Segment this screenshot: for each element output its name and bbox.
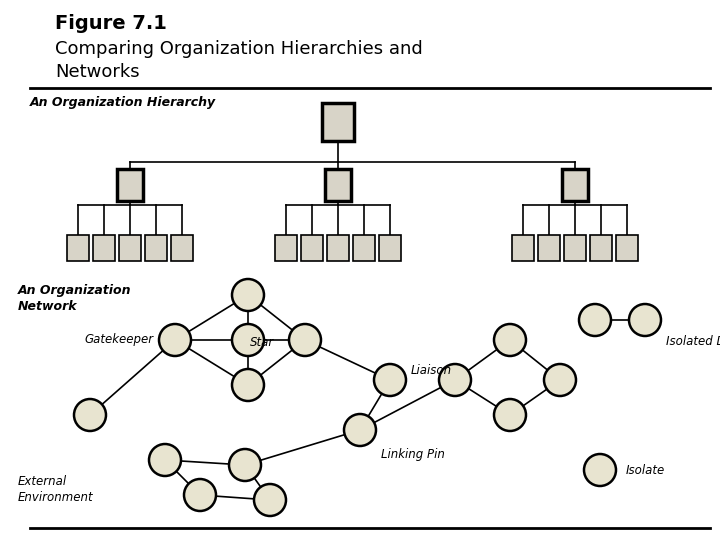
FancyBboxPatch shape [564, 235, 586, 261]
Ellipse shape [254, 484, 286, 516]
Text: Gatekeeper: Gatekeeper [85, 334, 154, 347]
FancyBboxPatch shape [93, 235, 115, 261]
Ellipse shape [629, 304, 661, 336]
Ellipse shape [232, 369, 264, 401]
Ellipse shape [149, 444, 181, 476]
FancyBboxPatch shape [275, 235, 297, 261]
Ellipse shape [584, 454, 616, 486]
Text: An Organization Hierarchy: An Organization Hierarchy [30, 96, 216, 109]
Text: Linking Pin: Linking Pin [381, 448, 445, 461]
Ellipse shape [494, 399, 526, 431]
FancyBboxPatch shape [119, 235, 141, 261]
Ellipse shape [232, 279, 264, 311]
Ellipse shape [159, 324, 191, 356]
Ellipse shape [579, 304, 611, 336]
Ellipse shape [232, 324, 264, 356]
FancyBboxPatch shape [353, 235, 375, 261]
Ellipse shape [494, 324, 526, 356]
FancyBboxPatch shape [67, 235, 89, 261]
Text: External
Environment: External Environment [18, 475, 94, 504]
Ellipse shape [439, 364, 471, 396]
FancyBboxPatch shape [171, 235, 193, 261]
FancyBboxPatch shape [145, 235, 167, 261]
Text: Star: Star [250, 336, 274, 349]
Ellipse shape [289, 324, 321, 356]
FancyBboxPatch shape [117, 169, 143, 201]
Text: Figure 7.1: Figure 7.1 [55, 14, 167, 33]
Text: Liaison: Liaison [411, 363, 452, 376]
FancyBboxPatch shape [327, 235, 349, 261]
FancyBboxPatch shape [322, 103, 354, 141]
Text: An Organization
Network: An Organization Network [18, 284, 132, 313]
FancyBboxPatch shape [379, 235, 401, 261]
Ellipse shape [344, 414, 376, 446]
FancyBboxPatch shape [301, 235, 323, 261]
Ellipse shape [229, 449, 261, 481]
FancyBboxPatch shape [538, 235, 560, 261]
Text: Isolated Dyad: Isolated Dyad [666, 335, 720, 348]
Ellipse shape [374, 364, 406, 396]
Text: Comparing Organization Hierarchies and
Networks: Comparing Organization Hierarchies and N… [55, 40, 423, 81]
Ellipse shape [544, 364, 576, 396]
FancyBboxPatch shape [512, 235, 534, 261]
FancyBboxPatch shape [590, 235, 612, 261]
Ellipse shape [184, 479, 216, 511]
Ellipse shape [74, 399, 106, 431]
FancyBboxPatch shape [616, 235, 638, 261]
FancyBboxPatch shape [562, 169, 588, 201]
FancyBboxPatch shape [325, 169, 351, 201]
Text: Isolate: Isolate [626, 463, 665, 476]
